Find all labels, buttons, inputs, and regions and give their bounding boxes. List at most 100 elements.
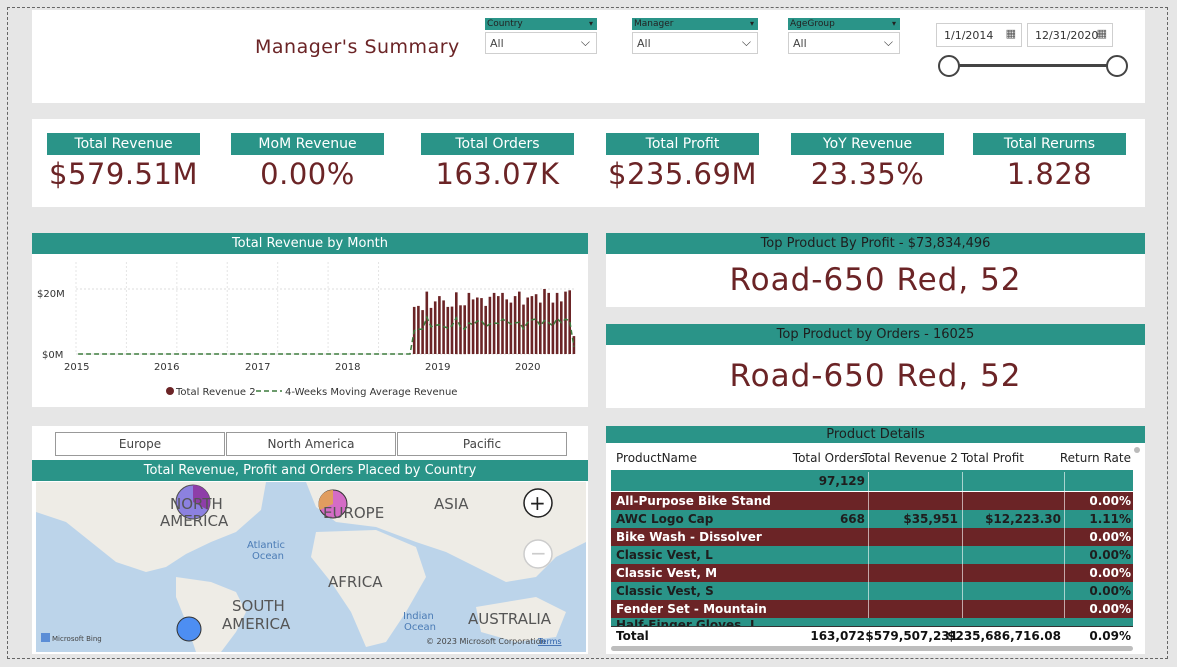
table-row[interactable]: Classic Vest, L 0.00% [611, 546, 1133, 564]
revenue-bar[interactable] [450, 306, 454, 354]
revenue-bar[interactable] [484, 305, 487, 354]
revenue-bar[interactable] [505, 299, 508, 354]
dashboard-frame [7, 7, 1168, 659]
revenue-bar[interactable] [497, 296, 500, 354]
col-header-profit[interactable]: Total Profit [960, 451, 1024, 465]
manager-slicer-value: All [637, 37, 651, 50]
table-scroll-indicator[interactable] [1134, 447, 1140, 453]
table-row[interactable]: Fender Set - Mountain 0.00% [611, 600, 1133, 618]
kpi-label: Total Rerurns [973, 133, 1126, 155]
col-header-product[interactable]: ProductName [616, 451, 697, 465]
revenue-bar[interactable] [539, 302, 542, 354]
start-date-input[interactable]: 1/1/2014 ▦ [936, 23, 1022, 47]
table-row[interactable]: AWC Logo Cap 668 $35,951 $12,223.30 1.11… [611, 510, 1133, 528]
table-row[interactable]: Bike Wash - Dissolver 0.00% [611, 528, 1133, 546]
revenue-bar[interactable] [564, 291, 567, 354]
table-row[interactable]: Classic Vest, M 0.00% [611, 564, 1133, 582]
kpi-value: 0.00% [260, 157, 355, 191]
table-row[interactable]: Classic Vest, S 0.00% [611, 582, 1133, 600]
bing-logo-icon [41, 633, 50, 642]
map-label-australia: AUSTRALIA [468, 610, 552, 628]
revenue-bar[interactable] [421, 310, 424, 354]
map-terms-link[interactable]: Terms [537, 637, 562, 646]
revenue-bar[interactable] [459, 305, 462, 355]
kpi-label: Total Orders [421, 133, 574, 155]
revenue-bar[interactable] [471, 299, 475, 354]
calendar-icon[interactable]: ▦ [1005, 27, 1016, 40]
map-label-ocean: Ocean [252, 551, 284, 562]
tab-north-america[interactable]: North America [226, 432, 396, 456]
tab-europe[interactable]: Europe [55, 432, 225, 456]
x-tick-label: 2020 [515, 362, 540, 373]
zoom-in-button[interactable] [523, 488, 553, 518]
revenue-bar[interactable] [555, 292, 559, 354]
product-details-title: Product Details [606, 426, 1145, 443]
revenue-bar[interactable] [476, 297, 479, 355]
chevron-down-icon[interactable]: ⌵ [741, 35, 751, 49]
revenue-bar[interactable] [446, 306, 450, 354]
revenue-bar[interactable] [429, 307, 433, 354]
x-tick-label: 2019 [425, 362, 450, 373]
agegroup-slicer[interactable]: AgeGroup ▾ All ⌵ [788, 18, 900, 54]
revenue-chart[interactable]: $20M $0M 2015 2016 2017 2018 2019 2020 T… [32, 254, 588, 406]
chevron-down-icon[interactable]: ⌵ [580, 35, 590, 49]
col-header-return-rate[interactable]: Return Rate [1059, 451, 1131, 465]
calendar-icon[interactable]: ▦ [1096, 27, 1107, 40]
agegroup-slicer-label: AgeGroup [790, 19, 835, 29]
land-australia [476, 597, 566, 642]
country-slicer[interactable]: Country ▾ All ⌵ [485, 18, 597, 54]
revenue-bar[interactable] [560, 301, 563, 354]
start-date-value: 1/1/2014 [944, 29, 994, 42]
chevron-down-icon[interactable]: ⌵ [883, 35, 893, 49]
kpi-label: Total Revenue [47, 133, 200, 155]
legend-label: 4-Weeks Moving Average Revenue [285, 387, 457, 398]
kpi-mom-revenue: MoM Revenue 0.00% [231, 133, 384, 191]
col-header-orders[interactable]: Total Orders [792, 451, 865, 465]
revenue-bar[interactable] [530, 296, 534, 354]
horizontal-scrollbar[interactable] [611, 646, 1133, 651]
table-row[interactable]: Half-Finger Gloves, L [611, 618, 1133, 626]
map-label-ocean-indian: Ocean [404, 622, 436, 633]
cell-total-revenue: $579,507,231 [865, 629, 958, 643]
revenue-bar[interactable] [509, 302, 513, 354]
table-row[interactable]: 97,129 [611, 472, 1133, 491]
top-profit-product: Road-650 Red, 52 [729, 262, 1022, 298]
map-label-north: NORTH [170, 495, 223, 513]
country-map[interactable]: NORTH AMERICA EUROPE ASIA AFRICA SOUTH A… [36, 482, 586, 652]
date-range-track[interactable] [949, 64, 1117, 67]
land-africa [311, 530, 426, 647]
cell-return-rate: 0.00% [1089, 548, 1131, 562]
x-tick-label: 2015 [64, 362, 89, 373]
revenue-bar[interactable] [534, 294, 538, 354]
revenue-bar[interactable] [572, 336, 576, 354]
end-date-input[interactable]: 12/31/2020 ▦ [1027, 23, 1113, 47]
date-range-start-handle[interactable] [938, 55, 960, 77]
manager-slicer[interactable]: Manager ▾ All ⌵ [632, 18, 758, 54]
map-label-africa: AFRICA [328, 573, 383, 591]
revenue-bar[interactable] [417, 305, 420, 354]
revenue-bar[interactable] [551, 302, 555, 354]
header-divider [611, 470, 1133, 472]
revenue-bar[interactable] [480, 298, 483, 354]
date-range-end-handle[interactable] [1106, 55, 1128, 77]
revenue-bar[interactable] [501, 292, 504, 354]
zoom-out-button[interactable] [523, 539, 553, 569]
table-total-row: Total 163,072 $579,507,231 $235,686,716.… [611, 626, 1133, 644]
chevron-down-icon: ▾ [891, 19, 896, 28]
revenue-bar[interactable] [513, 296, 517, 354]
moving-average-line [78, 315, 575, 355]
revenue-bar[interactable] [488, 296, 492, 354]
revenue-bar[interactable] [455, 292, 458, 355]
col-header-revenue[interactable]: Total Revenue 2 [862, 451, 958, 465]
revenue-bar[interactable] [425, 291, 429, 354]
revenue-bar[interactable] [526, 297, 529, 355]
bubble-slice [318, 489, 333, 510]
cell-product: AWC Logo Cap [616, 512, 714, 526]
map-label-atlantic: Atlantic [247, 540, 285, 551]
legend-label: Total Revenue 2 [175, 387, 256, 398]
table-row[interactable]: All-Purpose Bike Stand 0.00% [611, 492, 1133, 510]
revenue-bar[interactable] [433, 301, 437, 354]
cell-product: Classic Vest, S [616, 584, 714, 598]
bubble-australia[interactable] [176, 616, 202, 642]
tab-pacific[interactable]: Pacific [397, 432, 567, 456]
